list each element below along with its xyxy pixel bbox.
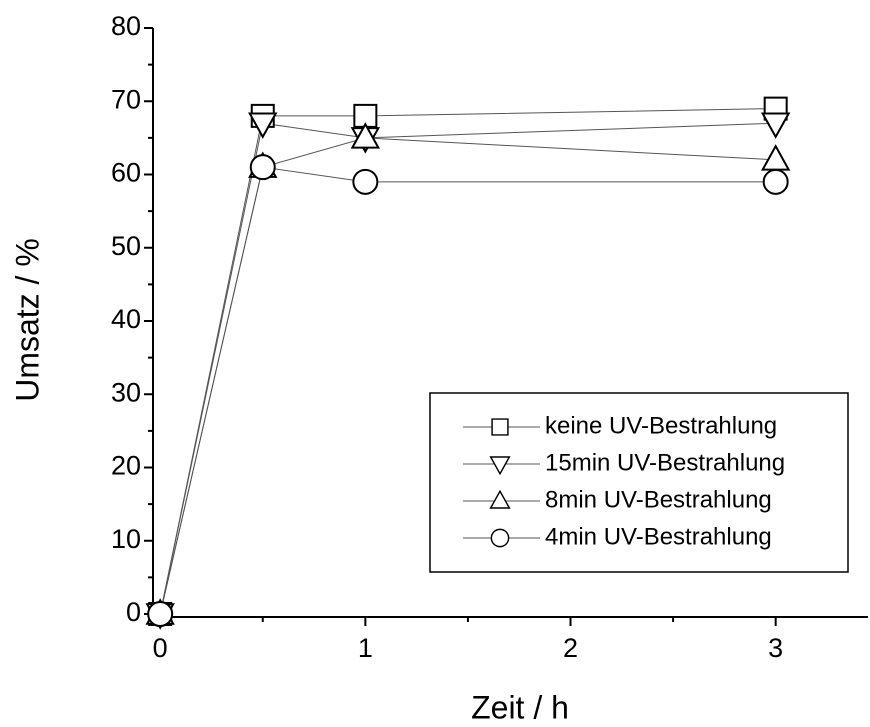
series-line <box>159 108 776 615</box>
y-tick-label: 20 <box>111 451 141 481</box>
y-tick-label: 80 <box>111 11 141 41</box>
y-axis-label: Umsatz / % <box>9 238 45 402</box>
legend-marker <box>491 418 509 436</box>
y-tick-label: 50 <box>111 231 141 261</box>
x-tick-label: 3 <box>768 633 783 663</box>
series-line <box>159 122 776 615</box>
series-line <box>159 166 776 615</box>
x-tick-label: 1 <box>358 633 373 663</box>
legend-label: 8min UV-Bestrahlung <box>545 486 772 513</box>
y-tick-label: 70 <box>111 84 141 114</box>
x-tick-label: 2 <box>563 633 578 663</box>
legend-marker <box>489 456 511 476</box>
marker <box>762 168 789 195</box>
y-tick-label: 30 <box>111 377 141 407</box>
legend-label: 15min UV-Bestrahlung <box>545 449 785 476</box>
y-tick-label: 10 <box>111 524 141 554</box>
marker <box>352 168 379 195</box>
marker <box>249 154 276 181</box>
legend-marker <box>490 528 510 548</box>
marker <box>760 112 791 139</box>
y-tick-label: 40 <box>111 304 141 334</box>
legend-label: 4min UV-Bestrahlung <box>545 523 772 550</box>
legend-label: keine UV-Bestrahlung <box>545 412 777 439</box>
x-tick-label: 0 <box>153 633 168 663</box>
x-axis-label: Zeit / h <box>471 689 569 725</box>
marker <box>350 122 381 149</box>
marker <box>353 103 378 128</box>
legend-marker <box>489 489 511 509</box>
marker <box>248 112 278 139</box>
marker <box>760 144 791 171</box>
y-tick-label: 0 <box>126 597 141 627</box>
y-tick-label: 60 <box>111 158 141 188</box>
marker <box>147 601 174 627</box>
